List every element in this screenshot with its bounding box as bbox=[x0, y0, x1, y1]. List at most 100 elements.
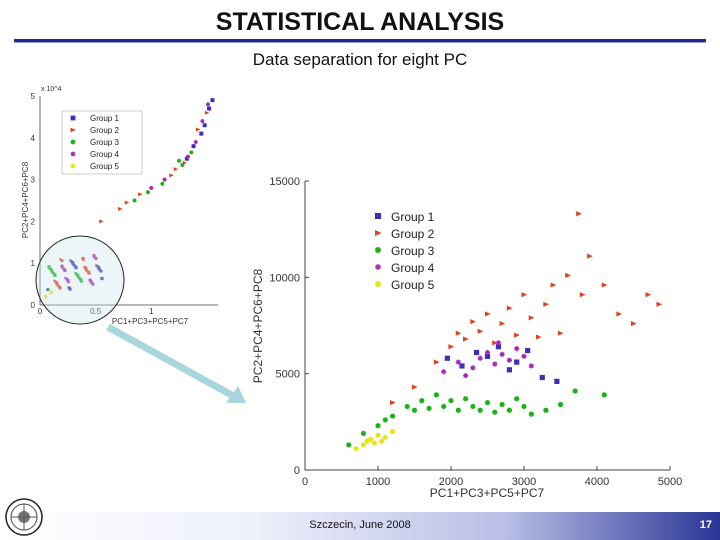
detail-data-point bbox=[470, 365, 476, 371]
overview-cluster-point bbox=[59, 257, 63, 261]
overview-data-point bbox=[160, 181, 165, 186]
overview-cluster-point bbox=[51, 270, 55, 275]
overview-cluster-point bbox=[74, 266, 78, 270]
detail-data-point bbox=[521, 292, 528, 298]
overview-data-point bbox=[195, 127, 201, 132]
detail-data-point bbox=[390, 413, 396, 419]
overview-x-axis-label: PC1+PC3+PC5+PC7 bbox=[112, 317, 189, 326]
detail-data-point bbox=[521, 353, 527, 359]
overview-cluster-point bbox=[68, 287, 72, 291]
detail-data-point bbox=[499, 401, 505, 408]
detail-data-point bbox=[444, 355, 450, 361]
overview-cluster-point bbox=[84, 267, 88, 271]
overview-legend-marker bbox=[70, 127, 76, 133]
overview-data-point bbox=[200, 119, 205, 124]
detail-data-point bbox=[477, 407, 483, 413]
footer-bar bbox=[0, 512, 720, 540]
detail-data-point bbox=[455, 407, 461, 413]
overview-data-point bbox=[202, 123, 207, 128]
overview-data-point bbox=[49, 290, 54, 295]
detail-chart: 0 1000 2000 3000 4000 5000 0 5000 10000 15000 PC1+… bbox=[251, 176, 682, 500]
detail-data-point bbox=[554, 378, 560, 384]
detail-data-point bbox=[390, 399, 396, 406]
overview-x-tick-label: 0.5 bbox=[90, 307, 102, 316]
detail-data-point bbox=[379, 438, 385, 444]
detail-data-point bbox=[455, 330, 462, 336]
detail-data-point bbox=[579, 292, 586, 298]
overview-cluster-point bbox=[63, 268, 67, 273]
overview-data-point bbox=[173, 167, 179, 172]
overview-cluster-point bbox=[61, 266, 65, 270]
detail-data-point bbox=[360, 430, 366, 436]
detail-x-tick-label: 3000 bbox=[512, 476, 536, 488]
detail-data-point bbox=[470, 319, 477, 325]
detail-y-tick-label: 5000 bbox=[276, 369, 300, 381]
overview-legend-marker bbox=[70, 151, 76, 157]
detail-data-point bbox=[630, 320, 637, 327]
detail-legend: Group 1 Group 2 Group 3 Group 4 Group 5 bbox=[375, 210, 435, 292]
zoom-arrow-shaft bbox=[106, 323, 239, 402]
overview-legend-label: Group 1 bbox=[90, 114, 119, 123]
overview-legend-marker bbox=[70, 139, 76, 145]
overview-data-point bbox=[185, 154, 190, 159]
overview-data-point bbox=[207, 106, 212, 111]
overview-data-point bbox=[145, 190, 150, 195]
overview-cluster-point bbox=[89, 279, 93, 284]
detail-legend-label: Group 1 bbox=[391, 210, 435, 224]
overview-cluster-point bbox=[74, 271, 78, 275]
overview-cluster-point bbox=[71, 261, 75, 265]
detail-data-point bbox=[463, 336, 469, 342]
detail-data-point bbox=[616, 311, 623, 317]
detail-data-point bbox=[521, 403, 527, 410]
detail-data-point bbox=[645, 292, 652, 298]
overview-data-point bbox=[43, 294, 48, 299]
overview-cluster-point bbox=[76, 274, 80, 278]
overview-cluster-point bbox=[90, 281, 94, 285]
overview-data-point bbox=[132, 198, 137, 203]
overview-cluster-point bbox=[60, 264, 64, 268]
overview-cluster-point bbox=[87, 271, 91, 275]
detail-data-point bbox=[433, 392, 439, 398]
detail-data-point bbox=[382, 434, 388, 440]
detail-data-point bbox=[353, 446, 359, 452]
overview-cluster-point bbox=[95, 263, 99, 268]
detail-data-point bbox=[492, 340, 498, 346]
detail-x-tick-label: 1000 bbox=[366, 476, 390, 488]
overview-legend-marker bbox=[70, 115, 76, 121]
overview-legend-marker bbox=[70, 163, 76, 169]
overview-y-axis-label: PC2+PC4+PC6+PC8 bbox=[21, 161, 30, 238]
detail-data-point bbox=[364, 438, 370, 444]
overview-y-tick-label: 5 bbox=[31, 92, 36, 101]
overview-data-point bbox=[124, 200, 130, 205]
detail-data-point bbox=[477, 355, 483, 361]
detail-data-point bbox=[382, 417, 388, 423]
detail-x-tick-label: 5000 bbox=[658, 476, 682, 488]
detail-data-point bbox=[506, 407, 512, 413]
overview-cluster-point bbox=[47, 265, 51, 269]
overview-origin-cluster bbox=[46, 254, 104, 292]
university-seal-icon bbox=[5, 498, 43, 536]
overview-data-point bbox=[180, 162, 185, 167]
detail-x-tick-label: 4000 bbox=[585, 476, 609, 488]
detail-data-point bbox=[506, 367, 512, 373]
detail-data-point bbox=[543, 407, 549, 413]
overview-data-point bbox=[189, 150, 194, 155]
title-rule bbox=[14, 39, 706, 42]
detail-legend-marker bbox=[375, 281, 381, 287]
overview-cluster-point bbox=[79, 278, 83, 282]
overview-data-point bbox=[184, 156, 189, 161]
overview-data-point bbox=[193, 139, 198, 144]
overview-cluster-point bbox=[85, 268, 89, 272]
detail-data-point bbox=[499, 320, 506, 327]
detail-data-point bbox=[375, 423, 381, 429]
overview-data-point bbox=[191, 144, 196, 149]
detail-data-point bbox=[587, 253, 593, 259]
overview-cluster-point bbox=[69, 258, 73, 263]
detail-data-point bbox=[404, 403, 410, 410]
detail-data-point bbox=[495, 340, 502, 346]
overview-chart: 0 0.5 1 0 1 2 3 4 5 x 10^4 PC1+PC3+PC5+PC7 PC2+PC4+… bbox=[21, 86, 218, 326]
overview-x-tick-label: 0 bbox=[38, 307, 43, 316]
detail-data-point bbox=[601, 392, 607, 398]
overview-legend-label: Group 3 bbox=[90, 138, 119, 147]
overview-cluster-point bbox=[92, 254, 96, 258]
